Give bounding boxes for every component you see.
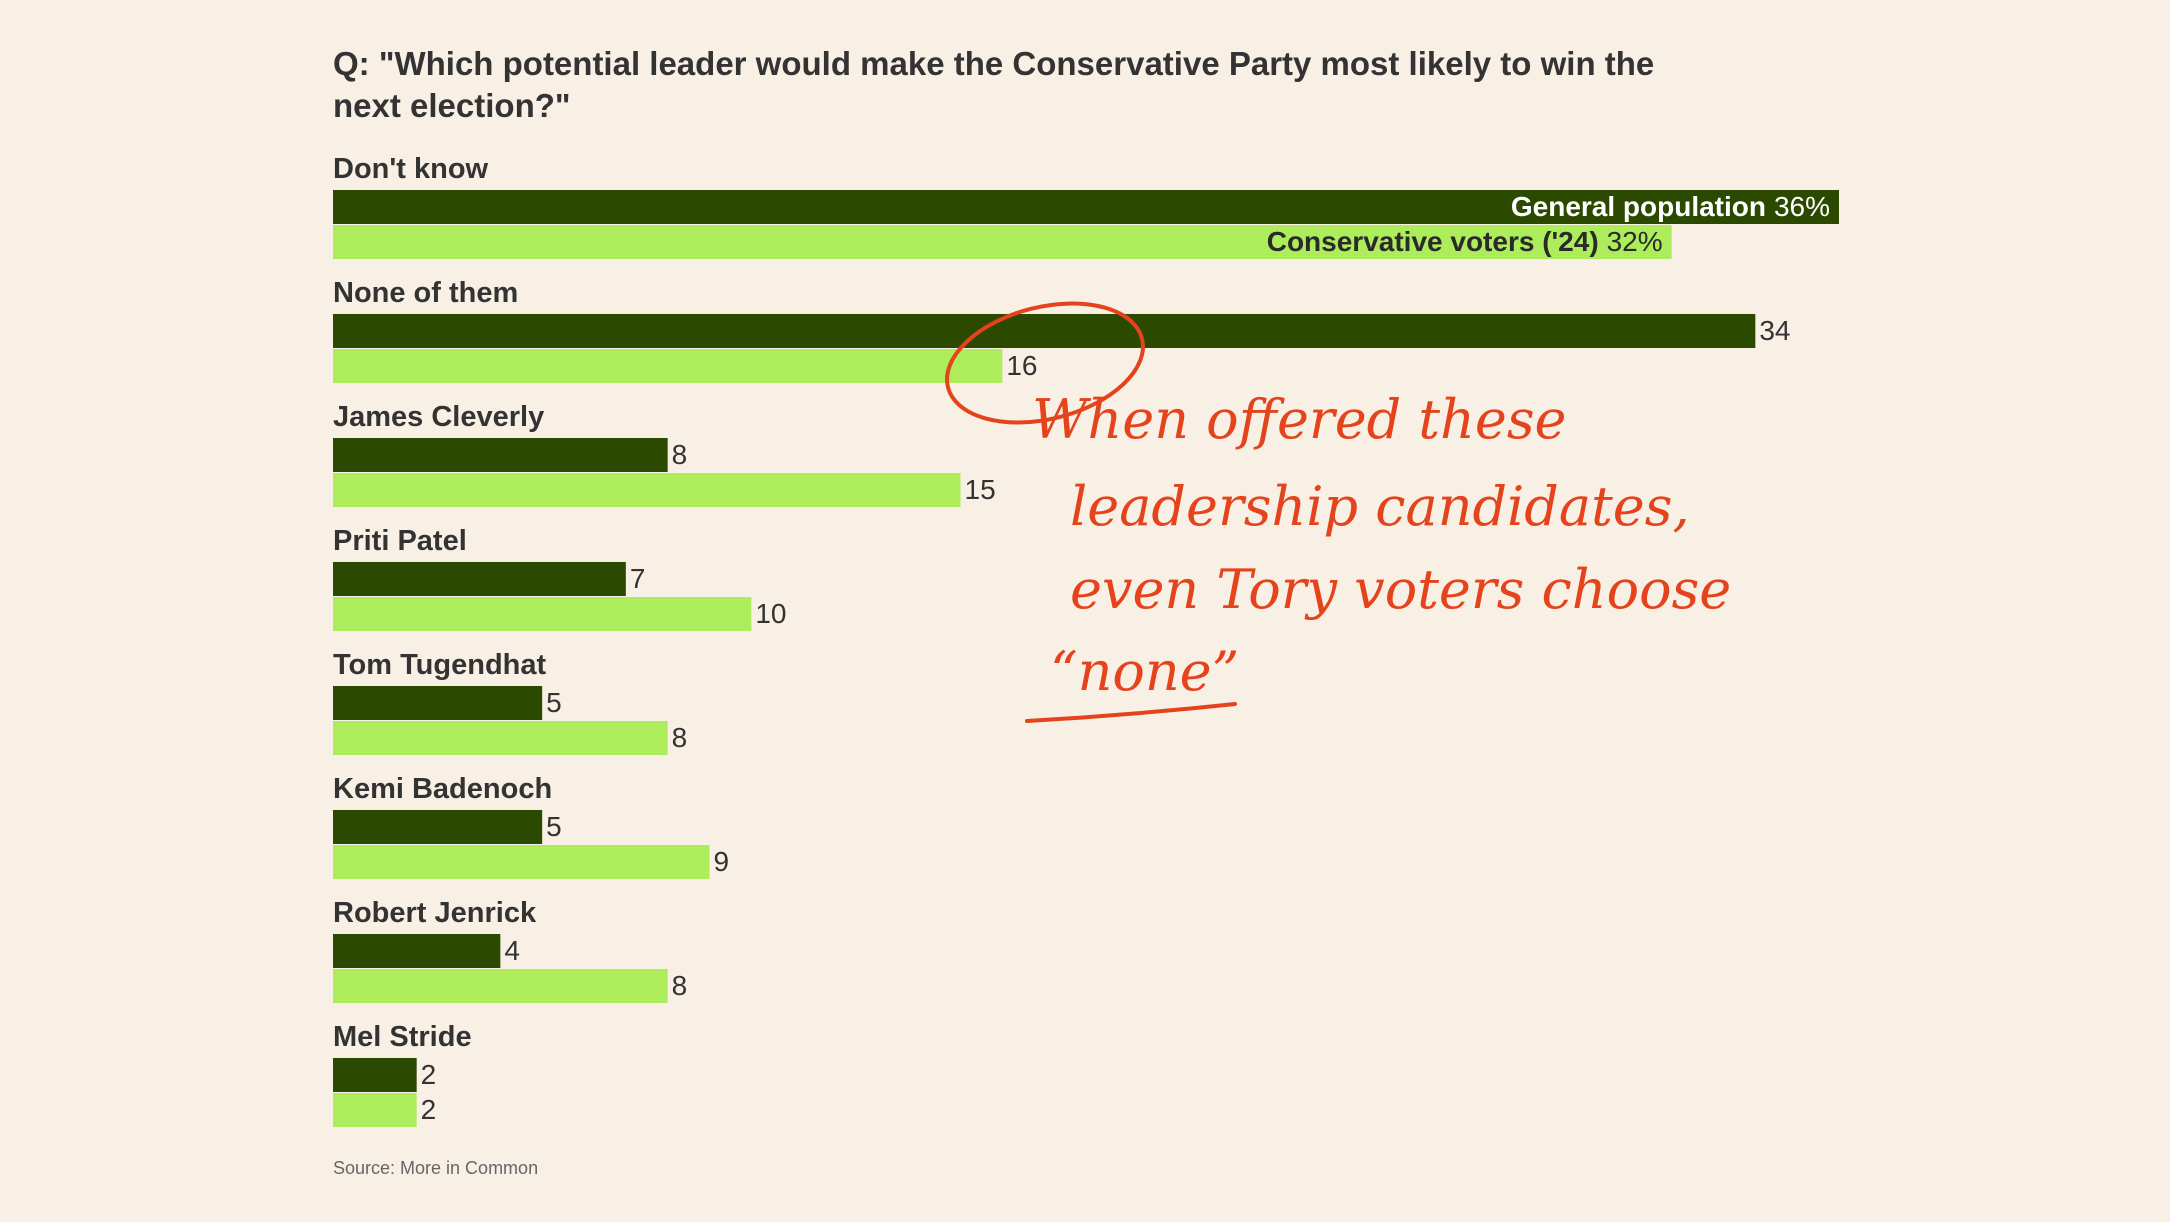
category-label: Mel Stride	[333, 1021, 472, 1053]
data-label: 5	[546, 811, 562, 842]
category-label: Priti Patel	[333, 525, 467, 557]
annotation-text-line: even Tory voters choose	[1070, 558, 1731, 621]
category-label: James Cleverly	[333, 401, 544, 433]
chart-title-line: next election?"	[333, 87, 571, 124]
category-label: Kemi Badenoch	[333, 773, 552, 805]
bar-conservative-voters	[333, 845, 710, 879]
category-label: Don't know	[333, 153, 489, 185]
bar-conservative-voters	[333, 721, 668, 755]
bar-general-population	[333, 562, 626, 596]
bar-general-population	[333, 314, 1756, 348]
bars: Don't know 36% General population 32% Conser…	[333, 153, 1839, 1127]
category-label: Tom Tugendhat	[333, 649, 547, 681]
bar-conservative-voters	[333, 969, 668, 1003]
bar-general-population	[333, 810, 543, 844]
data-label: 8	[672, 722, 688, 753]
bar-general-population	[333, 438, 668, 472]
bar-conservative-voters	[333, 473, 961, 507]
bar-conservative-voters	[333, 225, 1672, 259]
data-label: 32%	[1607, 226, 1663, 257]
bar-general-population	[333, 934, 501, 968]
data-label: 7	[630, 563, 646, 594]
chart-title: Q: "Which potential leader would make th…	[333, 45, 1654, 124]
data-label: 4	[504, 935, 520, 966]
data-label: 8	[672, 970, 688, 1001]
data-label: 9	[714, 846, 730, 877]
data-label: 10	[755, 598, 786, 629]
category-label: Robert Jenrick	[333, 897, 537, 929]
annotation-text-line: When offered these	[1032, 388, 1567, 451]
chart-title-line: Q: "Which potential leader would make th…	[333, 45, 1654, 82]
data-label: 34	[1759, 315, 1790, 346]
bar-conservative-voters	[333, 1093, 417, 1127]
data-label: 2	[421, 1094, 437, 1125]
data-label: 36%	[1774, 191, 1830, 222]
series-label: General population	[1511, 191, 1766, 222]
bar-general-population	[333, 1058, 417, 1092]
annotation: When offered these leadership candidates,…	[945, 301, 1731, 723]
category-label: None of them	[333, 277, 518, 309]
bar-general-population	[333, 686, 543, 720]
annotation-text-line: leadership candidates,	[1070, 475, 1690, 538]
series-label: Conservative voters ('24)	[1267, 226, 1599, 257]
data-label: 15	[965, 474, 996, 505]
annotation-circle	[945, 301, 1145, 425]
data-label: 2	[421, 1059, 437, 1090]
bar-conservative-voters	[333, 597, 752, 631]
data-label: 8	[672, 439, 688, 470]
source-note: Source: More in Common	[333, 1158, 538, 1178]
data-label: 5	[546, 687, 562, 718]
data-label: 16	[1006, 350, 1037, 381]
bar-conservative-voters	[333, 349, 1003, 383]
annotation-underline	[1025, 702, 1237, 723]
bar-general-population	[333, 190, 1839, 224]
annotation-text-line: “none”	[1050, 640, 1239, 703]
